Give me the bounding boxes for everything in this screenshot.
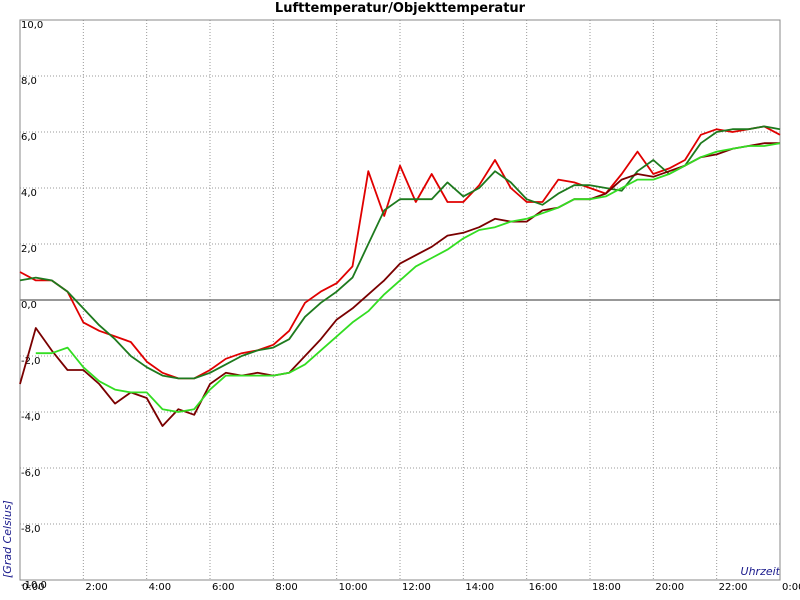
x-tick-label: 0:00	[22, 582, 44, 593]
x-axis-label: Uhrzeit	[741, 565, 781, 578]
y-tick-label: 4,0	[21, 188, 37, 199]
x-tick-label: 8:00	[275, 582, 297, 593]
y-tick-label: -4,0	[21, 412, 41, 423]
y-axis-label: [Grad Celsius]	[1, 500, 14, 578]
y-tick-label: -10,0	[21, 580, 47, 591]
chart-title: Lufttemperatur/Objekttemperatur	[275, 1, 526, 16]
y-tick-label: 8,0	[21, 76, 37, 87]
x-tick-label: 22:00	[719, 582, 748, 593]
y-tick-label: 2,0	[21, 244, 37, 255]
x-tick-label: 12:00	[402, 582, 431, 593]
x-tick-label: 4:00	[149, 582, 171, 593]
y-tick-label: -2,0	[21, 356, 41, 367]
series-line	[19, 125, 781, 380]
x-tick-label: 0:00	[782, 582, 800, 593]
x-tick-label: 2:00	[85, 582, 107, 593]
y-tick-label: -8,0	[21, 524, 41, 535]
y-tick-label: 0,0	[21, 300, 37, 311]
x-tick-label: 6:00	[212, 582, 234, 593]
x-tick-label: 16:00	[529, 582, 558, 593]
series-line	[19, 142, 780, 427]
x-tick-label: 20:00	[655, 582, 684, 593]
x-tick-label: 14:00	[465, 582, 494, 593]
series-line	[35, 142, 781, 413]
series-line	[19, 125, 781, 380]
y-tick-label: -6,0	[21, 468, 41, 479]
y-tick-label: 10,0	[21, 20, 43, 31]
x-tick-label: 10:00	[339, 582, 368, 593]
y-tick-label: 6,0	[21, 132, 37, 143]
x-tick-label: 18:00	[592, 582, 621, 593]
plot-frame	[19, 19, 781, 581]
